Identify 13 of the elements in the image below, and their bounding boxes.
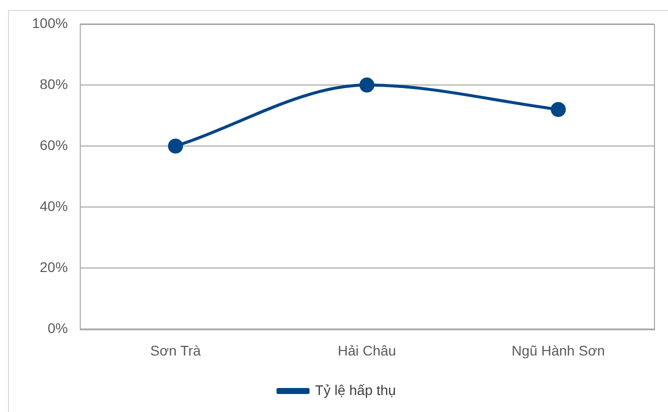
y-tick-label: 20% [40, 259, 68, 276]
y-tick-label: 100% [32, 14, 68, 31]
legend-label: Tỷ lệ hấp thụ [315, 382, 396, 398]
y-tick-label: 80% [40, 76, 68, 92]
point [550, 102, 566, 117]
y-tick-label: 0% [48, 320, 68, 336]
point [359, 78, 374, 93]
x-tick-label: Hải Châu [338, 342, 396, 358]
y-tick-label: 40% [40, 198, 68, 214]
x-tick-label: Sơn Trà [150, 342, 201, 358]
point [168, 138, 184, 154]
y-tick-label: 60% [40, 136, 68, 153]
x-tick-label: Ngũ Hành Sơn [512, 342, 605, 358]
